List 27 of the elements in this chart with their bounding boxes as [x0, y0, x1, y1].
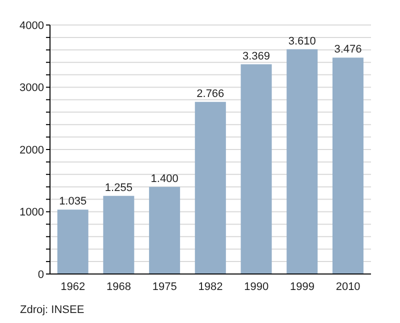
bar [149, 186, 180, 274]
bar [332, 58, 364, 274]
x-tick-label: 1962 [60, 280, 86, 293]
bar [240, 64, 272, 274]
data-label: 1.035 [59, 196, 87, 208]
y-tick-label: 0 [38, 268, 44, 281]
bar [103, 196, 134, 274]
bar [286, 49, 318, 274]
bar [57, 210, 88, 274]
data-label: 2.766 [196, 88, 224, 100]
x-tick-label: 1968 [106, 280, 132, 293]
x-tick-label: 2010 [336, 280, 360, 293]
x-tick-label: 1982 [198, 280, 223, 293]
data-label: 1.255 [104, 182, 132, 194]
y-tick-label: 2000 [20, 144, 44, 156]
y-tick-label: 4000 [20, 20, 44, 32]
y-tick-label: 3000 [20, 82, 44, 94]
data-label: 3.369 [242, 50, 270, 62]
data-label: 3.476 [334, 44, 362, 56]
text: Zdroj: INSEE [20, 304, 84, 316]
x-tick-label: 1990 [244, 280, 269, 293]
x-tick-label: 1999 [290, 280, 314, 293]
bar [194, 102, 226, 274]
data-label: 1.400 [150, 172, 178, 185]
x-tick-label: 1975 [152, 280, 177, 293]
data-label: 3.610 [288, 35, 316, 48]
y-tick-label: 1000 [20, 206, 44, 219]
